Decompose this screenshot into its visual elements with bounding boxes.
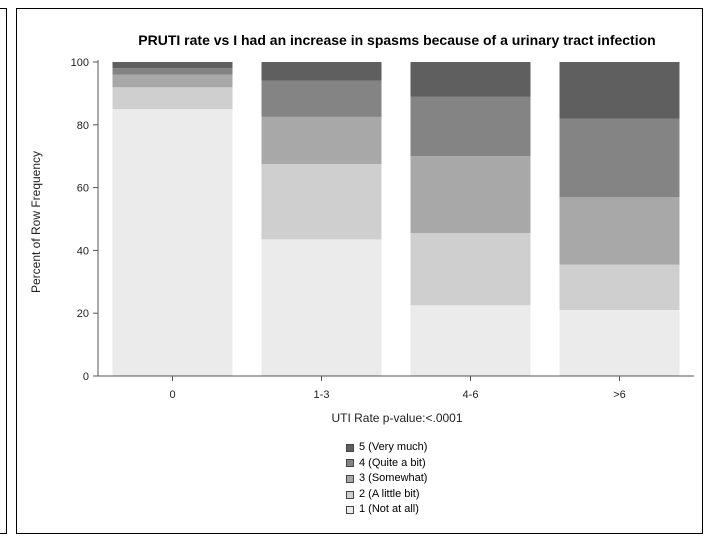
- legend-item: 1 (Not at all): [346, 502, 427, 518]
- x-tick-label: 1-3: [314, 389, 330, 401]
- bar-segment-0-level-3: [112, 74, 233, 88]
- bar-segment-1-3-level-1: [261, 239, 382, 376]
- bar-segment-0-level-1: [112, 109, 233, 376]
- legend-swatch: [346, 474, 354, 483]
- legend-swatch: [346, 443, 354, 452]
- y-tick-label: 100: [71, 57, 89, 69]
- y-tick-label: 60: [77, 183, 89, 195]
- x-axis-label: UTI Rate p-value:<.0001: [331, 411, 462, 425]
- x-tick-label: 0: [169, 389, 175, 401]
- legend-item: 3 (Somewhat): [346, 471, 427, 487]
- legend-swatch: [346, 459, 354, 468]
- x-tick-label: 4-6: [463, 389, 479, 401]
- legend-item: 5 (Very much): [346, 440, 427, 456]
- legend-label: 3 (Somewhat): [359, 472, 428, 485]
- chart-frame: [16, 8, 703, 534]
- legend-swatch: [346, 490, 354, 499]
- chart-legend: 5 (Very much) 4 (Quite a bit) 3 (Somewhat)…: [346, 440, 427, 518]
- y-tick-label: 80: [77, 120, 89, 132]
- bar-segment-4-6-level-1: [410, 305, 531, 376]
- y-axis-label: Percent of Row Frequency: [29, 151, 43, 293]
- legend-label: 1 (Not at all): [359, 503, 419, 516]
- legend-item: 4 (Quite a bit): [346, 456, 427, 472]
- x-tick-label: >6: [613, 389, 626, 401]
- chart-title: PRUTI rate vs I had an increase in spasm…: [138, 32, 655, 48]
- bar-segment->6-level-4: [559, 118, 680, 197]
- legend-item: 2 (A little bit): [346, 487, 427, 503]
- bar-segment->6-level-3: [559, 197, 680, 265]
- bar-segment-4-6-level-2: [410, 233, 531, 306]
- y-tick-label: 40: [77, 245, 89, 257]
- bar-segment-0-level-4: [112, 68, 233, 75]
- left-panel-edge: [0, 8, 7, 534]
- bar-segment-4-6-level-3: [410, 156, 531, 234]
- bar-segment->6-level-2: [559, 264, 680, 310]
- bar-segment-4-6-level-4: [410, 96, 531, 157]
- bar-segment-4-6-level-5: [410, 62, 531, 97]
- legend-label: 2 (A little bit): [359, 487, 420, 500]
- bar-segment->6-level-1: [559, 310, 680, 376]
- legend-label: 4 (Quite a bit): [359, 456, 426, 469]
- bar-segment-1-3-level-4: [261, 80, 382, 117]
- bar-segment-0-level-2: [112, 87, 233, 110]
- legend-swatch: [346, 506, 354, 515]
- bar-segment-1-3-level-2: [261, 164, 382, 240]
- y-tick-label: 20: [77, 308, 89, 320]
- bar-segment-0-level-5: [112, 62, 233, 69]
- y-tick-label: 0: [83, 371, 89, 383]
- bar-segment-1-3-level-5: [261, 62, 382, 81]
- bar-segment->6-level-5: [559, 62, 680, 119]
- legend-label: 5 (Very much): [359, 441, 428, 453]
- bar-segment-1-3-level-3: [261, 116, 382, 164]
